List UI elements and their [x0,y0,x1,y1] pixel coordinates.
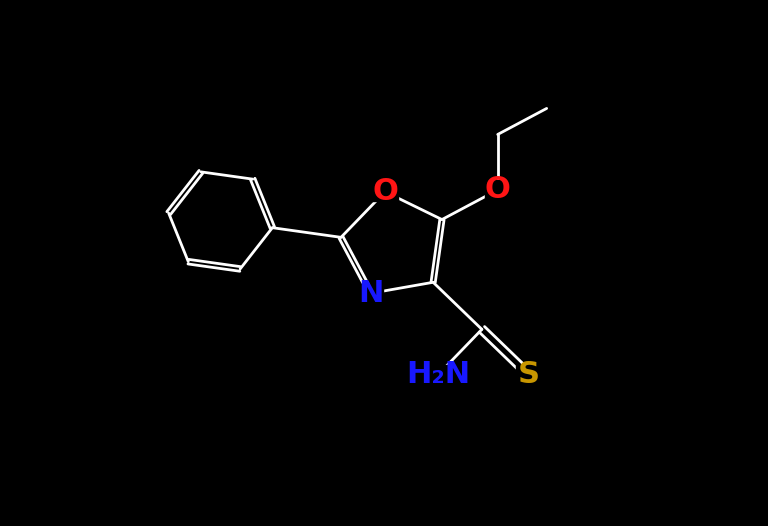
Bar [402,365,474,385]
Bar [358,284,383,303]
Bar [485,180,511,199]
Text: O: O [485,175,511,205]
Text: S: S [518,360,540,389]
Bar [372,182,398,201]
Text: N: N [358,279,383,308]
Bar [516,365,541,385]
Text: H₂N: H₂N [406,360,470,389]
Text: O: O [372,177,398,206]
